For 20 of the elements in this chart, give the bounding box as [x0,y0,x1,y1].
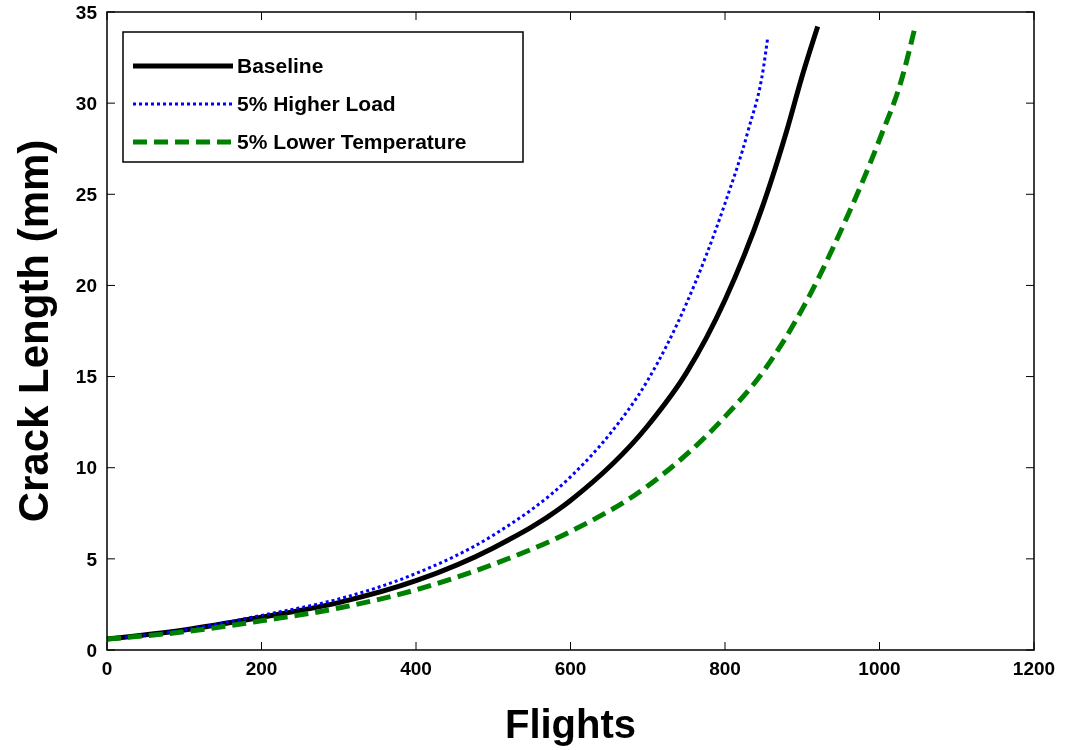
x-tick-label: 1200 [1012,658,1056,679]
x-tick-label: 400 [400,658,432,679]
legend-label: 5% Higher Load [237,92,396,116]
y-axis-title: Crack Length (mm) [10,139,57,523]
y-tick-label: 35 [75,1,98,23]
x-axis-title: Flights [504,702,637,746]
legend-label: Baseline [237,54,324,78]
y-tick-label: 25 [75,183,98,205]
y-tick-label: 0 [86,639,97,661]
y-tick-label: 30 [75,92,97,114]
x-tick-label: 200 [245,658,278,679]
y-tick-label: 10 [75,457,97,479]
legend-label: 5% Lower Temperature [237,130,467,154]
y-tick-label: 20 [75,275,97,297]
x-tick-label: 0 [101,658,113,679]
y-tick-label: 5 [86,548,98,570]
x-tick-label: 1000 [858,658,901,679]
x-tick-label: 800 [709,658,741,679]
y-tick-label: 15 [75,366,98,388]
x-tick-label: 600 [554,658,587,679]
